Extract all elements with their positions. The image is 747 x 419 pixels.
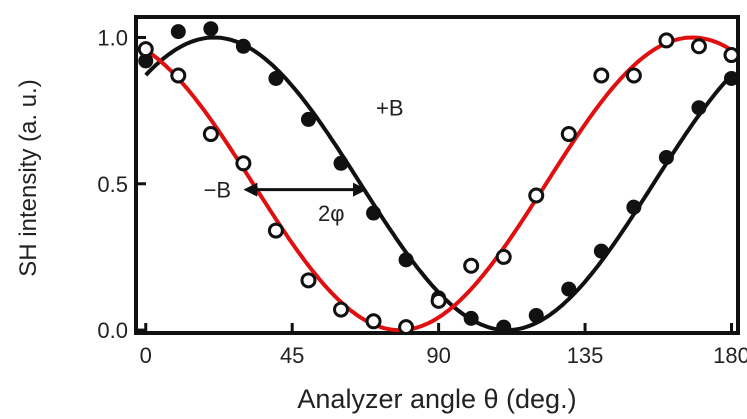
arrow-head-left bbox=[243, 182, 258, 197]
data-point-filled bbox=[235, 38, 251, 54]
y-tick-label: 0.5 bbox=[97, 172, 128, 197]
data-point-filled bbox=[170, 24, 186, 40]
data-point-open bbox=[463, 257, 480, 274]
data-point-open bbox=[333, 301, 350, 318]
plot-frame bbox=[134, 15, 740, 335]
y-ticks: 0.0 0.5 1.0 bbox=[97, 25, 146, 343]
data-point-filled bbox=[300, 111, 316, 127]
data-point-filled bbox=[658, 149, 674, 165]
x-tick-label: 45 bbox=[280, 343, 304, 368]
data-point-filled bbox=[496, 319, 512, 335]
data-point-filled bbox=[528, 307, 544, 323]
y-tick-label: 0.0 bbox=[97, 318, 128, 343]
x-axis-label: Analyzer angle θ (deg.) bbox=[297, 384, 576, 414]
data-point-filled bbox=[723, 70, 739, 86]
arrow-head-right bbox=[353, 182, 368, 197]
x-tick-label: 90 bbox=[426, 343, 450, 368]
data-point-filled bbox=[691, 100, 707, 116]
data-point-open bbox=[560, 126, 577, 143]
data-point-filled bbox=[398, 252, 414, 268]
annotations: +B −B 2φ bbox=[204, 96, 404, 226]
annotation-label: 2φ bbox=[318, 201, 345, 226]
data-point-filled bbox=[366, 205, 382, 221]
data-point-open bbox=[365, 313, 382, 330]
data-point-open bbox=[658, 32, 675, 49]
data-point-filled bbox=[268, 70, 284, 86]
data-point-open bbox=[528, 187, 545, 204]
data-point-open bbox=[202, 126, 219, 143]
data-point-open bbox=[430, 292, 447, 309]
annotation-label: −B bbox=[204, 178, 232, 203]
x-tick-label: 0 bbox=[140, 343, 152, 368]
data-point-filled bbox=[561, 281, 577, 297]
annotation-label: +B bbox=[376, 96, 404, 121]
fit-curve bbox=[144, 35, 733, 333]
data-point-open bbox=[300, 272, 317, 289]
data-point-filled bbox=[626, 199, 642, 215]
y-axis-label: SH intensity (a. u.) bbox=[15, 79, 42, 276]
fit-curve bbox=[144, 35, 733, 333]
x-ticks: 0 45 90 135 180 bbox=[140, 323, 747, 368]
data-point-open bbox=[267, 222, 284, 239]
data-point-open bbox=[625, 67, 642, 84]
data-point-filled bbox=[203, 21, 219, 37]
fit-curves bbox=[144, 35, 733, 333]
x-tick-label: 135 bbox=[567, 343, 604, 368]
data-point-filled bbox=[593, 243, 609, 259]
data-points bbox=[137, 21, 740, 336]
plot-area: 0 45 90 135 180 0.0 0.5 1.0 +B −B 2φ bbox=[97, 15, 747, 368]
data-point-open bbox=[170, 67, 187, 84]
data-point-open bbox=[495, 248, 512, 265]
data-point-open bbox=[723, 47, 740, 64]
data-point-open bbox=[593, 67, 610, 84]
data-point-filled bbox=[333, 155, 349, 171]
data-point-open bbox=[137, 41, 154, 58]
data-point-filled bbox=[463, 310, 479, 326]
data-point-open bbox=[398, 319, 415, 336]
data-point-open bbox=[690, 38, 707, 55]
data-point-open bbox=[235, 155, 252, 172]
x-tick-label: 180 bbox=[713, 343, 747, 368]
y-tick-label: 1.0 bbox=[97, 25, 128, 50]
